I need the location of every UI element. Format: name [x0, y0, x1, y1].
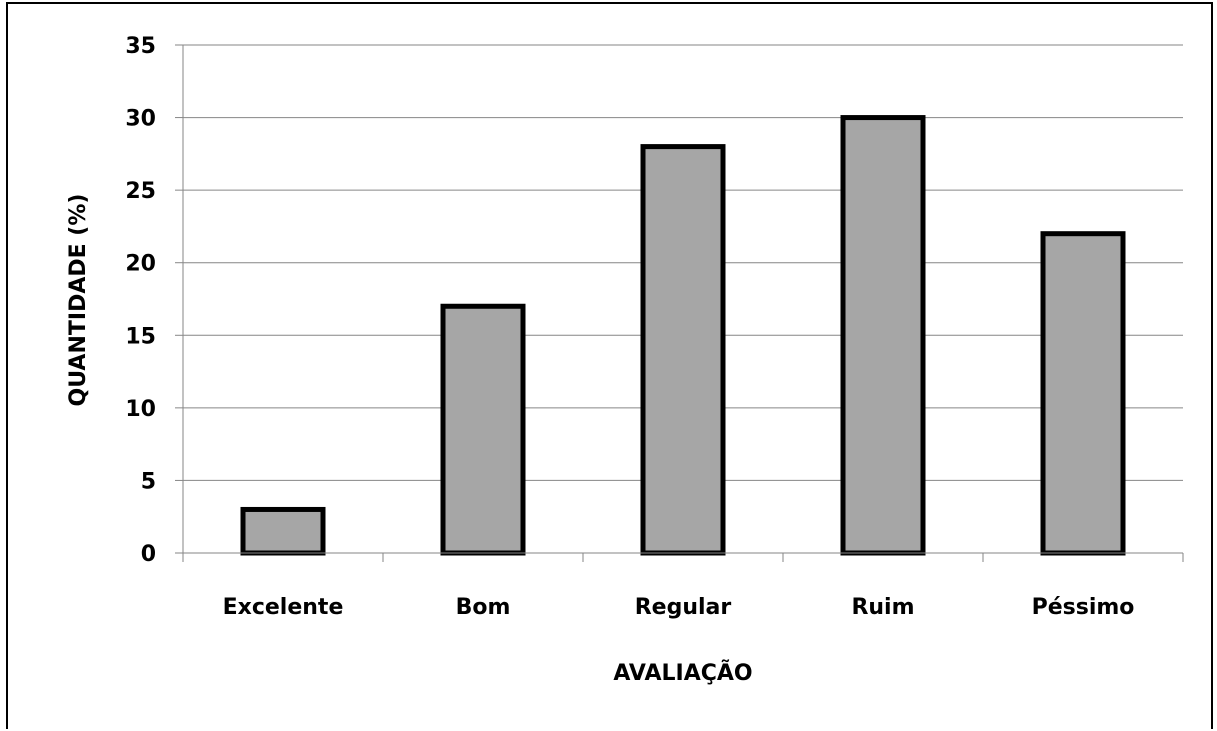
y-tick-label: 10: [125, 397, 156, 422]
bar-bom: [440, 303, 526, 556]
bars: [240, 115, 1126, 556]
y-tick-label: 5: [141, 469, 156, 494]
x-tick-label: Excelente: [223, 595, 344, 620]
bar-péssimo: [1040, 231, 1126, 556]
y-axis-title: QUANTIDADE (%): [66, 194, 91, 407]
x-tick-label: Ruim: [851, 595, 914, 620]
axes: [175, 44, 1184, 562]
bar-excelente: [240, 506, 326, 556]
y-tick-label: 35: [125, 34, 156, 59]
bar-ruim: [840, 115, 926, 556]
y-tick-label: 15: [125, 324, 156, 349]
x-tick-label: Péssimo: [1032, 595, 1135, 620]
y-tick-label: 0: [141, 542, 156, 567]
x-tick-label: Regular: [635, 595, 732, 620]
y-tick-label: 30: [125, 107, 156, 132]
x-axis-title: AVALIAÇÃO: [613, 660, 752, 686]
x-tick-label: Bom: [456, 595, 511, 620]
y-tick-labels: 0 5 10 15 20 25 30 35: [125, 34, 156, 567]
y-tick-label: 20: [125, 252, 156, 277]
chart-frame: [6, 2, 1213, 729]
x-tick-labels: Excelente Bom Regular Ruim Péssimo: [223, 595, 1135, 620]
bar-regular: [640, 144, 726, 556]
y-tick-label: 25: [125, 179, 156, 204]
